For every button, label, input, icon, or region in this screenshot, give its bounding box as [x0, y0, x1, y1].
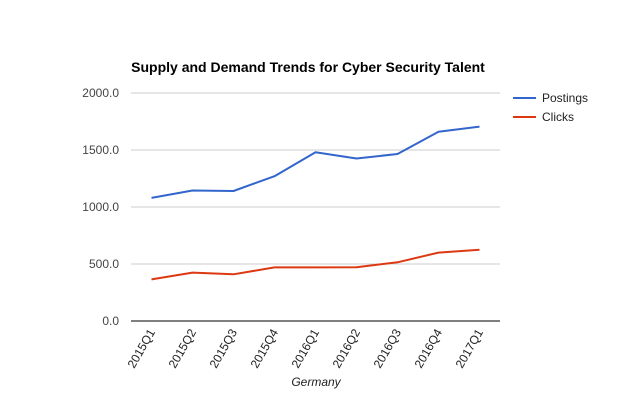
x-tick-label: 2016Q2: [330, 326, 364, 370]
x-axis-label: Germany: [291, 375, 341, 389]
x-tick-label: 2016Q1: [289, 326, 323, 370]
x-tick-label: 2015Q3: [207, 326, 241, 370]
x-tick-label: 2017Q1: [453, 326, 487, 370]
y-tick-label: 1000.0: [82, 200, 119, 214]
x-tick-label: 2016Q4: [412, 326, 446, 370]
x-tick-label: 2016Q3: [371, 326, 405, 370]
chart-title: Supply and Demand Trends for Cyber Secur…: [131, 59, 485, 75]
x-axis-ticks: 2015Q1 2015Q2 2015Q3 2015Q4 2016Q1 2016Q2 2016…: [125, 326, 487, 370]
legend-label-postings: Postings: [542, 91, 588, 105]
x-tick-label: 2015Q1: [125, 326, 159, 370]
gridlines: [131, 92, 500, 322]
series-lines: [151, 125, 480, 281]
y-axis-ticks: 0.0 500.0 1000.0 1500.0 2000.0: [82, 86, 119, 328]
legend: Postings Clicks: [513, 91, 588, 124]
y-tick-label: 0.0: [102, 314, 119, 328]
y-tick-label: 500.0: [89, 257, 119, 271]
legend-label-clicks: Clicks: [542, 110, 574, 124]
y-tick-label: 2000.0: [82, 86, 119, 100]
y-tick-label: 1500.0: [82, 143, 119, 157]
x-tick-label: 2015Q4: [248, 326, 282, 370]
series-line-clicks: [151, 248, 480, 281]
x-tick-label: 2015Q2: [166, 326, 200, 370]
series-line-postings: [151, 125, 480, 199]
